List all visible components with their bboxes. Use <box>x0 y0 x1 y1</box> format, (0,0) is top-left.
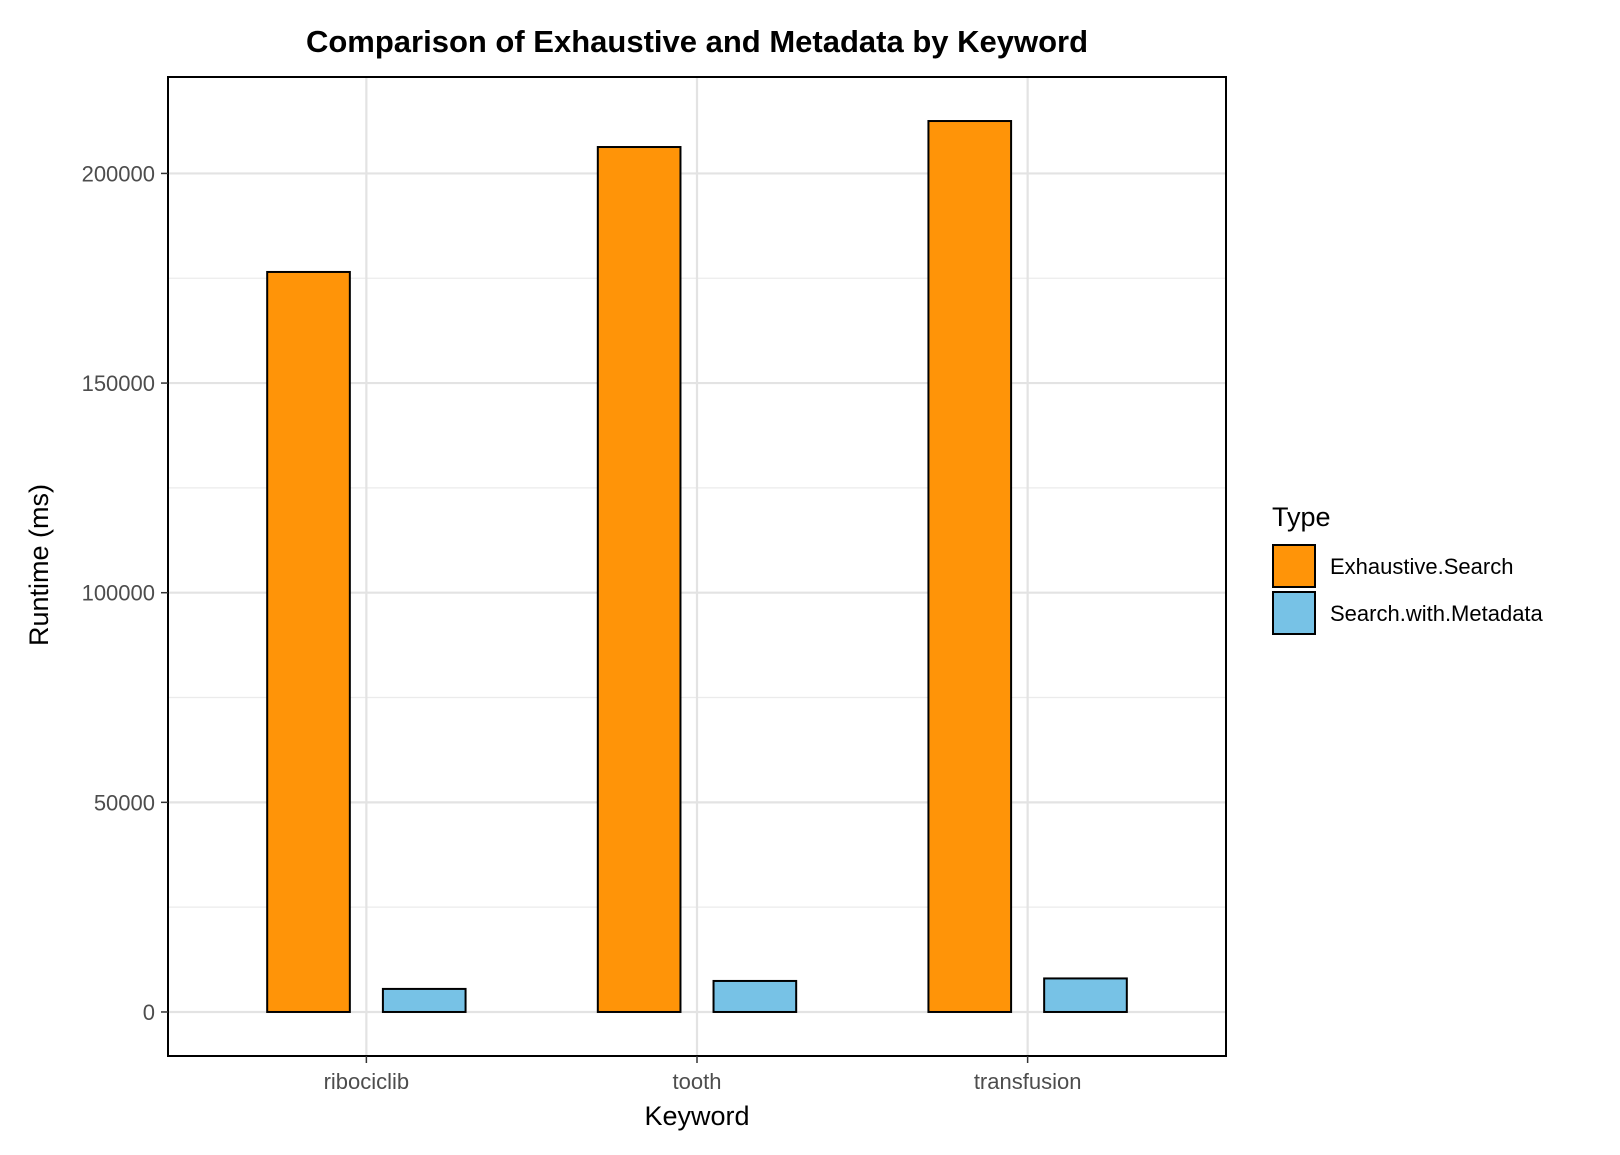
y-tick-label: 150000 <box>82 371 155 396</box>
bar-exhaustive-search-tooth <box>596 146 682 1013</box>
legend: Type Exhaustive.Search Search.with.Metada… <box>1272 502 1544 635</box>
bar-search-with-metadata-transfusion <box>1043 977 1128 1013</box>
x-tick-label: ribociclib <box>324 1069 410 1094</box>
y-tick-label: 200000 <box>82 161 155 186</box>
bar-search-with-metadata-tooth <box>712 979 798 1013</box>
chart-title: Comparison of Exhaustive and Metadata by… <box>306 24 1088 59</box>
x-tick-label: transfusion <box>974 1069 1082 1094</box>
legend-key-exhaustive-search <box>1272 544 1316 588</box>
bar-search-with-metadata-ribociclib <box>381 987 467 1013</box>
legend-title: Type <box>1272 502 1331 532</box>
y-tick-label: 0 <box>143 1000 155 1025</box>
bars <box>266 120 1128 1013</box>
x-tick-label: tooth <box>673 1069 722 1094</box>
y-tick-label: 50000 <box>94 790 155 815</box>
x-axis-title: Keyword <box>644 1101 749 1131</box>
legend-label: Search.with.Metadata <box>1330 601 1544 626</box>
bar-exhaustive-search-transfusion <box>927 120 1013 1013</box>
bar-exhaustive-search-ribociclib <box>266 270 351 1013</box>
y-tick-label: 100000 <box>82 581 155 606</box>
x-axis-ticks: ribociclib tooth transfusion <box>324 1056 1082 1094</box>
y-axis-ticks: 0 50000 100000 150000 200000 <box>82 161 168 1025</box>
y-axis-title: Runtime (ms) <box>24 484 54 646</box>
legend-key-search-with-metadata <box>1272 591 1316 635</box>
legend-label: Exhaustive.Search <box>1330 554 1513 579</box>
